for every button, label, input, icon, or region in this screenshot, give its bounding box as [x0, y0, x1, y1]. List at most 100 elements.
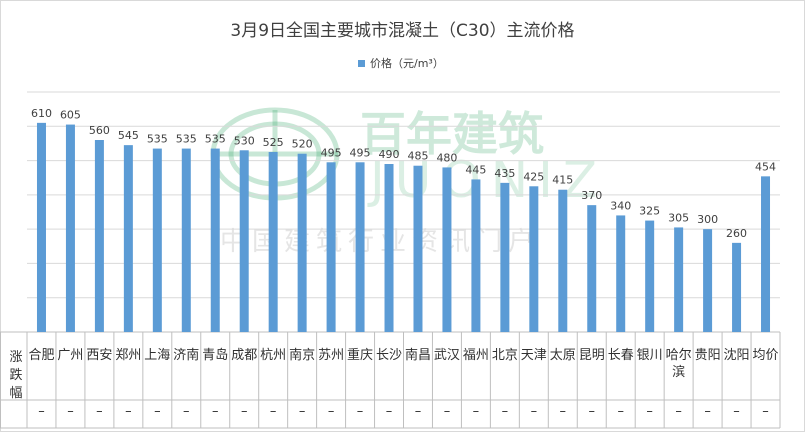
data-label-22: 305 [668, 211, 689, 224]
category-label-5: 济南 [173, 348, 200, 363]
data-label-18: 415 [552, 174, 573, 187]
bar-25 [761, 176, 771, 332]
data-label-20: 340 [610, 199, 631, 212]
data-label-6: 535 [205, 133, 226, 146]
data-label-14: 480 [436, 151, 457, 164]
bar-10 [326, 162, 336, 332]
bar-24 [732, 242, 742, 332]
bar-5 [181, 148, 191, 332]
category-label-15: 福州 [462, 348, 489, 363]
bar-22 [674, 227, 684, 332]
data-labels: 610 605 560 545 535 535 535 530 525 520 495 495 490 4… [31, 107, 776, 240]
bar-19 [587, 205, 597, 332]
category-label-20: 长春 [607, 348, 634, 363]
bar-1 [65, 124, 75, 332]
change-value-9: – [298, 404, 306, 419]
data-label-5: 535 [176, 133, 197, 146]
bar-7 [239, 150, 249, 332]
category-label-19: 昆明 [578, 348, 605, 363]
data-label-19: 370 [581, 189, 602, 202]
category-label-16: 北京 [491, 348, 518, 363]
data-label-2: 560 [89, 124, 110, 137]
data-label-11: 495 [350, 146, 371, 159]
change-value-22: – [675, 404, 682, 419]
change-value-16: – [501, 404, 509, 419]
category-label-11: 重庆 [347, 348, 374, 363]
data-label-16: 435 [494, 167, 515, 180]
change-value-13: – [414, 404, 422, 419]
change-value-18: – [559, 404, 567, 419]
bar-18 [558, 189, 568, 332]
category-label-4: 上海 [144, 348, 171, 363]
bar-14 [442, 167, 452, 332]
change-value-19: – [588, 404, 596, 419]
data-label-10: 495 [321, 146, 342, 159]
data-label-25: 454 [755, 160, 776, 173]
change-value-23: – [704, 404, 711, 419]
legend-swatch [358, 59, 365, 67]
bar-21 [645, 220, 655, 332]
category-label-17: 天津 [520, 348, 547, 363]
data-label-15: 445 [465, 163, 486, 176]
data-label-21: 325 [639, 205, 660, 218]
category-label-9: 南京 [289, 348, 316, 363]
legend-label: 价格（元/m³） [370, 57, 444, 70]
change-value-1: – [67, 404, 74, 419]
category-label-10: 苏州 [318, 348, 345, 363]
data-label-8: 525 [263, 136, 284, 149]
category-label-7: 成都 [231, 348, 258, 363]
bar-16 [500, 182, 510, 332]
bar-11 [355, 162, 365, 332]
change-value-14: – [443, 404, 451, 419]
category-label-13: 南昌 [404, 348, 431, 363]
bars [36, 122, 771, 332]
bar-4 [152, 148, 162, 332]
category-label-14: 武汉 [433, 348, 460, 363]
change-value-17: – [530, 404, 538, 419]
data-label-23: 300 [697, 213, 718, 226]
data-label-3: 545 [118, 129, 139, 142]
data-label-9: 520 [292, 138, 313, 151]
category-label-3: 郑州 [115, 348, 142, 363]
data-label-13: 485 [407, 150, 428, 163]
bar-15 [471, 179, 481, 332]
data-label-7: 530 [234, 134, 255, 147]
category-label-21: 银川 [636, 348, 663, 363]
category-label-22: 哈尔滨 [665, 348, 692, 380]
change-value-4: – [154, 404, 161, 419]
category-label-2: 西安 [86, 348, 113, 363]
category-label-6: 青岛 [202, 348, 229, 363]
category-label-23: 贵阳 [694, 348, 721, 363]
data-label-4: 535 [147, 133, 168, 146]
change-row-label: 涨跌幅 [9, 350, 23, 401]
change-value-24: – [733, 404, 740, 419]
data-label-1: 605 [60, 109, 81, 122]
change-value-2: – [96, 404, 103, 419]
category-label-18: 太原 [549, 348, 576, 363]
category-label-25: 均价 [752, 348, 779, 363]
change-value-6: – [212, 404, 219, 419]
change-value-15: – [472, 404, 480, 419]
data-label-12: 490 [379, 148, 400, 161]
change-value-3: – [125, 404, 132, 419]
bar-2 [94, 140, 104, 332]
change-value-8: – [269, 404, 277, 419]
legend: 价格（元/m³） [358, 55, 444, 71]
change-value-10: – [327, 404, 335, 419]
change-value-21: – [646, 404, 653, 419]
grid-lines [27, 91, 780, 299]
change-value-11: – [356, 404, 364, 419]
bar-6 [210, 148, 220, 332]
bar-23 [703, 229, 713, 332]
change-value-0: – [38, 404, 45, 419]
bar-3 [123, 145, 133, 332]
bar-8 [268, 152, 278, 332]
change-value-25: – [762, 404, 769, 419]
change-value-5: – [183, 404, 190, 419]
bar-13 [413, 165, 423, 332]
data-label-0: 610 [31, 107, 52, 120]
bar-0 [36, 122, 46, 332]
category-label-1: 广州 [57, 348, 84, 363]
chart-title: 3月9日全国主要城市混凝土（C30）主流价格 [230, 21, 575, 41]
change-value-7: – [240, 404, 248, 419]
